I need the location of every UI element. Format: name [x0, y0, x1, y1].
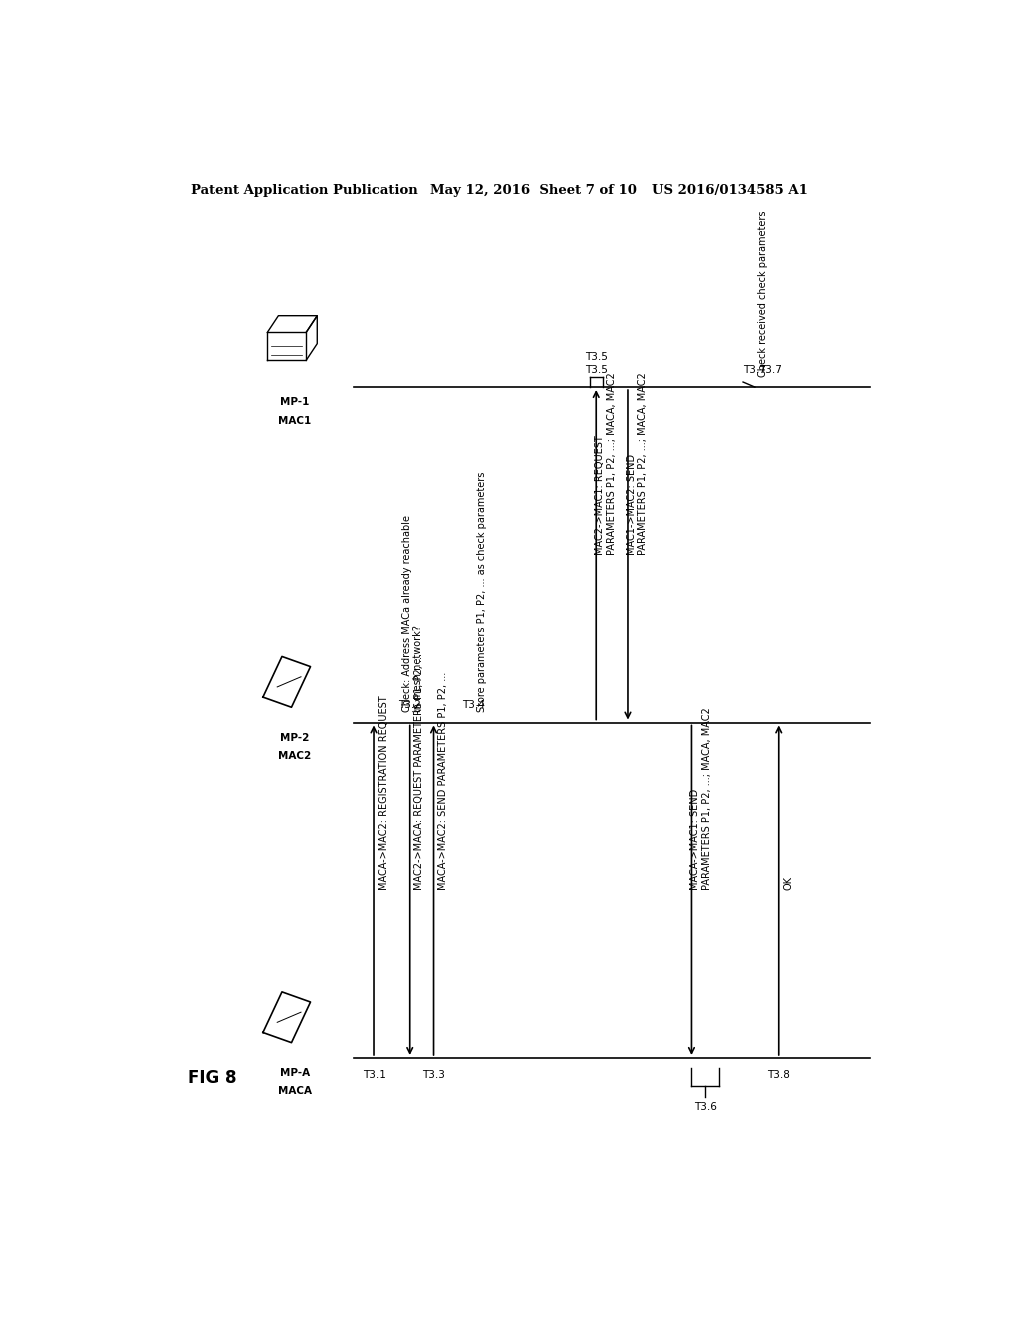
Text: T3.5: T3.5 [585, 351, 607, 362]
Text: T3.4: T3.4 [462, 701, 484, 710]
Text: MAC2: MAC2 [279, 751, 311, 760]
Text: T3.7: T3.7 [759, 364, 781, 375]
Text: FIG 8: FIG 8 [187, 1069, 236, 1088]
Text: T3.1: T3.1 [362, 1071, 385, 1080]
Text: MACA->MAC1: SEND
PARAMETERS P1, P2, ...; MACA, MAC2: MACA->MAC1: SEND PARAMETERS P1, P2, ...;… [690, 708, 712, 890]
Text: MP-A: MP-A [280, 1068, 309, 1078]
Text: MAC2->MACA: REQUEST PARAMETERS P1, P2, ...: MAC2->MACA: REQUEST PARAMETERS P1, P2, .… [415, 653, 424, 890]
Text: Check: Address MACa already reachable
in mesh network?: Check: Address MACa already reachable in… [401, 515, 423, 713]
Text: MACA->MAC2: SEND PARAMETERS P1, P2, ...: MACA->MAC2: SEND PARAMETERS P1, P2, ... [438, 672, 449, 890]
Text: MACA: MACA [278, 1086, 311, 1097]
Text: Store parameters P1, P2, ... as check parameters: Store parameters P1, P2, ... as check pa… [477, 473, 486, 713]
Text: MP-1: MP-1 [280, 397, 309, 408]
Text: MACA->MAC2: REGISTRATION REQUEST: MACA->MAC2: REGISTRATION REQUEST [379, 696, 388, 890]
Text: T3.6: T3.6 [694, 1102, 717, 1111]
Text: Check received check parameters: Check received check parameters [759, 210, 768, 378]
Text: T3.7: T3.7 [743, 364, 766, 375]
Text: T3.3: T3.3 [422, 1071, 445, 1080]
Text: MAC1->MAC2: SEND
PARAMETERS P1, P2, ...; MACA, MAC2: MAC1->MAC2: SEND PARAMETERS P1, P2, ...;… [627, 372, 648, 554]
Text: MAC2->MAC1: REQUEST
PARAMETERS P1, P2, ...; MACA, MAC2: MAC2->MAC1: REQUEST PARAMETERS P1, P2, .… [595, 372, 616, 554]
Text: May 12, 2016  Sheet 7 of 10: May 12, 2016 Sheet 7 of 10 [430, 185, 637, 198]
Text: OK: OK [783, 876, 794, 890]
Text: Patent Application Publication: Patent Application Publication [191, 185, 418, 198]
Text: T3.8: T3.8 [767, 1071, 791, 1080]
Text: T3.2: T3.2 [398, 701, 421, 710]
Text: MAC1: MAC1 [279, 416, 311, 425]
Text: MP-2: MP-2 [280, 733, 309, 743]
Text: US 2016/0134585 A1: US 2016/0134585 A1 [652, 185, 808, 198]
Text: T3.5: T3.5 [585, 364, 607, 375]
